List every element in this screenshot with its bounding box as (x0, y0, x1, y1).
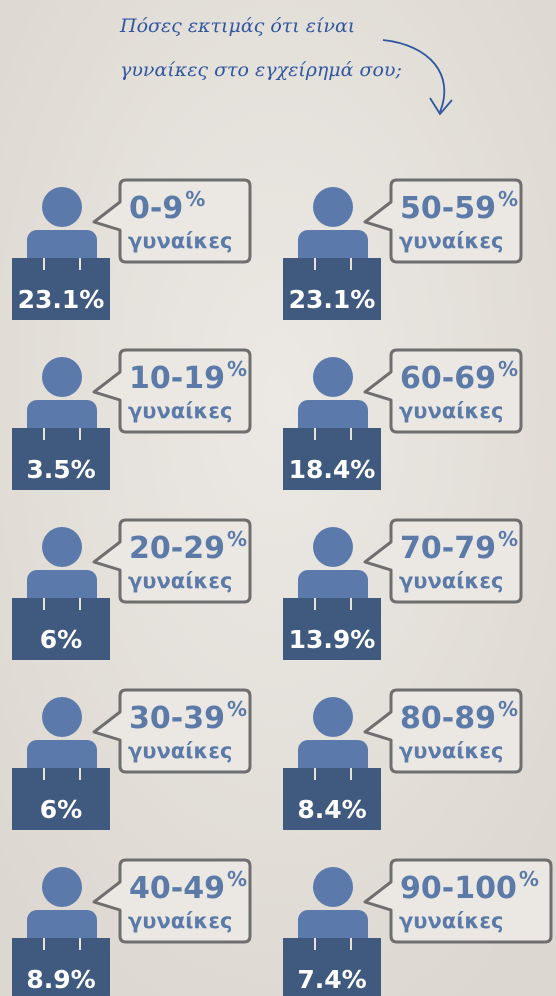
label: γυναίκες (128, 739, 232, 763)
item: 13.9% 70-79 % γυναίκες (283, 518, 523, 660)
arrow-head (429, 97, 453, 116)
range-unit: % (498, 187, 518, 211)
range-unit: % (227, 357, 247, 381)
range-text: 20-29 (129, 531, 225, 566)
head (313, 867, 353, 907)
speech-bubble (92, 518, 252, 604)
speech-bubble (363, 688, 523, 774)
item: 23.1% 50-59 % γυναίκες (283, 178, 523, 320)
range-text: 30-39 (129, 701, 225, 736)
label: γυναίκες (399, 569, 503, 593)
label: γυναίκες (399, 399, 503, 423)
range-unit: % (498, 357, 518, 381)
value: 18.4% (289, 455, 376, 484)
range: 30-39% (129, 697, 247, 736)
range-unit: % (227, 697, 247, 721)
desk (283, 598, 381, 660)
head (42, 357, 82, 397)
range: 20-29% (129, 527, 247, 566)
desk (12, 428, 110, 490)
value: 7.4% (297, 965, 366, 994)
range-unit: % (519, 867, 539, 891)
range-unit: % (227, 867, 247, 891)
head (42, 697, 82, 737)
speech-bubble (363, 858, 553, 944)
item: 18.4% 60-69 % γυναίκες (283, 348, 523, 490)
speech-bubble (92, 858, 252, 944)
desk (283, 428, 381, 490)
head (42, 527, 82, 567)
range: 40-49% (129, 867, 247, 906)
value: 6% (40, 625, 82, 654)
value: 13.9% (289, 625, 376, 654)
range-text: 10-19 (129, 361, 225, 396)
range-text: 70-79 (400, 531, 496, 566)
item: 7.4% 90-100 % γυναίκες (283, 858, 553, 996)
range: 0-9% (129, 187, 205, 226)
desk (283, 938, 381, 996)
head (42, 867, 82, 907)
head (313, 697, 353, 737)
range: 80-89% (400, 697, 518, 736)
value: 8.4% (297, 795, 366, 824)
title-line: γυναίκες στο εγχείρημά σου; (120, 59, 402, 81)
desk (283, 258, 381, 320)
range-unit: % (227, 527, 247, 551)
range-text: 80-89 (400, 701, 496, 736)
range-text: 0-9 (129, 191, 183, 226)
item: 23.1% 0-9 % γυναίκες (12, 178, 252, 320)
speech-bubble (92, 688, 252, 774)
value: 23.1% (18, 285, 105, 314)
head (313, 187, 353, 227)
range-text: 40-49 (129, 871, 225, 906)
label: γυναίκες (399, 739, 503, 763)
desk (283, 768, 381, 830)
range-text: 90-100 (400, 871, 517, 906)
desk (12, 258, 110, 320)
speech-bubble (363, 178, 523, 264)
range-text: 60-69 (400, 361, 496, 396)
speech-bubble (363, 518, 523, 604)
desk (12, 938, 110, 996)
item: 8.9% 40-49 % γυναίκες (12, 858, 252, 996)
label: γυναίκες (399, 229, 503, 253)
speech-bubble (363, 348, 523, 434)
range-unit: % (498, 697, 518, 721)
range: 60-69% (400, 357, 518, 396)
range-unit: % (498, 527, 518, 551)
arrow (382, 39, 446, 113)
head (42, 187, 82, 227)
item: 6% 20-29 % γυναίκες (12, 518, 252, 660)
speech-bubble (92, 178, 252, 264)
desk (12, 768, 110, 830)
value: 3.5% (26, 455, 95, 484)
range: 90-100% (400, 867, 539, 906)
speech-bubble (92, 348, 252, 434)
value: 8.9% (26, 965, 95, 994)
value: 23.1% (289, 285, 376, 314)
range-unit: % (185, 187, 205, 211)
range: 10-19% (129, 357, 247, 396)
title-line: Πόσες εκτιμάς ότι είναι (119, 15, 355, 37)
label: γυναίκες (128, 229, 232, 253)
label: γυναίκες (128, 569, 232, 593)
head (313, 527, 353, 567)
label: γυναίκες (128, 399, 232, 423)
label: γυναίκες (128, 909, 232, 933)
range: 70-79% (400, 527, 518, 566)
desk (12, 598, 110, 660)
label: γυναίκες (399, 909, 503, 933)
range: 50-59% (400, 187, 518, 226)
item: 8.4% 80-89 % γυναίκες (283, 688, 523, 830)
item: 3.5% 10-19 % γυναίκες (12, 348, 252, 490)
head (313, 357, 353, 397)
item: 6% 30-39 % γυναίκες (12, 688, 252, 830)
range-text: 50-59 (400, 191, 496, 226)
value: 6% (40, 795, 82, 824)
